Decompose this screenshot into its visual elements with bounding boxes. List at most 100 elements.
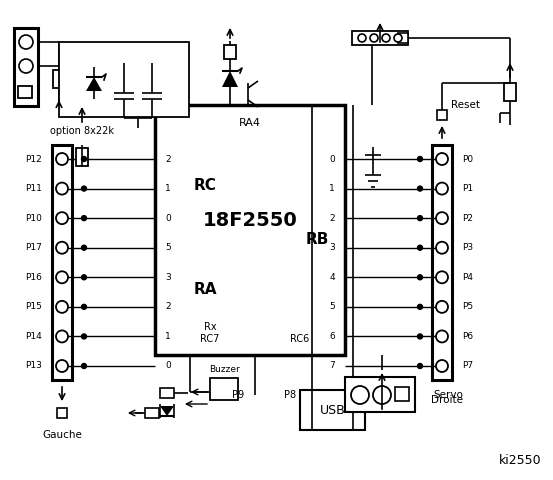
Circle shape [436, 330, 448, 342]
Bar [504, 83, 516, 101]
Text: 5: 5 [329, 302, 335, 312]
Text: P6: P6 [462, 332, 473, 341]
Circle shape [19, 35, 33, 49]
Text: P12: P12 [25, 155, 42, 164]
Text: Servo: Servo [433, 390, 463, 400]
Circle shape [436, 301, 448, 313]
Circle shape [373, 386, 391, 404]
Polygon shape [222, 71, 238, 87]
Text: RA4: RA4 [239, 118, 261, 128]
Text: RB: RB [305, 232, 328, 248]
Circle shape [81, 186, 86, 191]
Text: 0: 0 [329, 155, 335, 164]
Bar [53, 70, 65, 88]
Circle shape [418, 275, 422, 280]
Text: P2: P2 [462, 214, 473, 223]
Circle shape [81, 334, 86, 339]
Bar [52, 145, 72, 380]
Bar [210, 378, 238, 400]
Text: Droite: Droite [431, 395, 463, 405]
Text: P7: P7 [462, 361, 473, 371]
Circle shape [56, 330, 68, 342]
Text: P10: P10 [25, 214, 42, 223]
Text: 3: 3 [165, 273, 171, 282]
Circle shape [81, 156, 86, 161]
Circle shape [56, 182, 68, 194]
Circle shape [81, 216, 86, 221]
Bar [18, 86, 32, 98]
Circle shape [351, 386, 369, 404]
Text: P13: P13 [25, 361, 42, 371]
Text: 1: 1 [329, 184, 335, 193]
Text: P1: P1 [462, 184, 473, 193]
Circle shape [358, 34, 366, 42]
Text: 4: 4 [330, 273, 335, 282]
Text: 2: 2 [165, 155, 171, 164]
Bar [395, 387, 409, 401]
Text: P17: P17 [25, 243, 42, 252]
Bar [145, 408, 159, 418]
Text: 0: 0 [165, 361, 171, 371]
Text: 5: 5 [165, 243, 171, 252]
Text: RA: RA [193, 283, 217, 298]
Text: 0: 0 [165, 214, 171, 223]
Text: 6: 6 [329, 332, 335, 341]
Text: Gauche: Gauche [42, 430, 82, 440]
Circle shape [81, 304, 86, 309]
Circle shape [418, 216, 422, 221]
Circle shape [436, 360, 448, 372]
Circle shape [418, 304, 422, 309]
Text: RC6: RC6 [290, 334, 310, 344]
Circle shape [56, 271, 68, 283]
Circle shape [56, 360, 68, 372]
Circle shape [370, 34, 378, 42]
Bar [14, 28, 38, 106]
Bar [345, 377, 415, 412]
Circle shape [436, 242, 448, 254]
Circle shape [19, 59, 33, 73]
Text: P4: P4 [462, 273, 473, 282]
Circle shape [418, 245, 422, 250]
Bar [76, 148, 88, 166]
Text: 18F2550: 18F2550 [202, 211, 298, 229]
Bar [155, 105, 345, 355]
Text: P14: P14 [25, 332, 42, 341]
Text: 2: 2 [330, 214, 335, 223]
Circle shape [436, 153, 448, 165]
Bar [300, 390, 365, 430]
Circle shape [382, 34, 390, 42]
Circle shape [56, 242, 68, 254]
Bar [160, 388, 174, 398]
Text: P9: P9 [232, 390, 244, 400]
Circle shape [56, 153, 68, 165]
Text: P8: P8 [284, 390, 296, 400]
Circle shape [436, 182, 448, 194]
Text: P16: P16 [25, 273, 42, 282]
Text: P0: P0 [462, 155, 473, 164]
Text: 3: 3 [329, 243, 335, 252]
Polygon shape [86, 77, 102, 91]
Circle shape [81, 245, 86, 250]
Circle shape [418, 156, 422, 161]
Text: P15: P15 [25, 302, 42, 312]
Text: P5: P5 [462, 302, 473, 312]
Bar [398, 33, 408, 43]
Circle shape [418, 334, 422, 339]
Text: Reset: Reset [451, 100, 480, 110]
Text: Rx: Rx [204, 322, 216, 332]
Text: 1: 1 [165, 332, 171, 341]
Text: P3: P3 [462, 243, 473, 252]
Text: 7: 7 [329, 361, 335, 371]
Bar [57, 408, 67, 418]
Polygon shape [160, 406, 174, 416]
Circle shape [394, 34, 402, 42]
Bar [224, 45, 236, 59]
Bar [432, 145, 452, 380]
Text: 1: 1 [165, 184, 171, 193]
Text: RC: RC [194, 178, 216, 192]
Circle shape [436, 212, 448, 224]
Bar [352, 31, 408, 45]
Circle shape [56, 301, 68, 313]
Circle shape [81, 363, 86, 369]
Bar [59, 42, 189, 117]
